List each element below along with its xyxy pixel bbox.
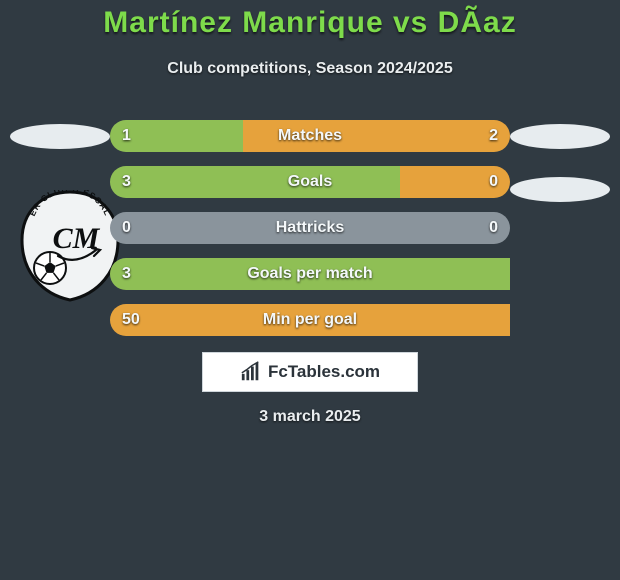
stat-bar-right	[243, 120, 510, 152]
player-photo-placeholder-left	[10, 124, 110, 149]
comparison-card: Martínez Manrique vs DÃ­az Club competit…	[0, 0, 620, 580]
stat-row: Min per goal50	[110, 304, 510, 336]
stat-bar-left	[110, 212, 310, 244]
player-photo-placeholder-right-2	[510, 177, 610, 202]
stat-bar-left	[110, 258, 510, 290]
stat-row: Matches12	[110, 120, 510, 152]
player-photo-placeholder-right-1	[510, 124, 610, 149]
stat-value-left: 1	[122, 120, 131, 152]
branding-text: FcTables.com	[268, 362, 380, 382]
subtitle: Club competitions, Season 2024/2025	[0, 60, 620, 78]
stat-value-left: 3	[122, 258, 131, 290]
stat-bar-left	[110, 304, 510, 336]
stat-value-right: 0	[489, 166, 498, 198]
date: 3 march 2025	[0, 408, 620, 426]
stat-value-right: 2	[489, 120, 498, 152]
svg-text:CM: CM	[53, 222, 101, 255]
branding-chart-icon	[240, 361, 262, 383]
stat-value-left: 50	[122, 304, 140, 336]
stat-rows: Matches12Goals30Hattricks00Goals per mat…	[110, 120, 510, 350]
stat-bar-right	[310, 212, 510, 244]
stat-row: Hattricks00	[110, 212, 510, 244]
stat-value-left: 0	[122, 212, 131, 244]
club-crest: ER CLUB D'ESCAL CM	[20, 190, 120, 302]
stat-row: Goals per match3	[110, 258, 510, 290]
branding-box: FcTables.com	[202, 352, 418, 392]
stat-row: Goals30	[110, 166, 510, 198]
stat-value-left: 3	[122, 166, 131, 198]
stat-bar-left	[110, 166, 400, 198]
stat-value-right: 0	[489, 212, 498, 244]
title: Martínez Manrique vs DÃ­az	[0, 6, 620, 40]
